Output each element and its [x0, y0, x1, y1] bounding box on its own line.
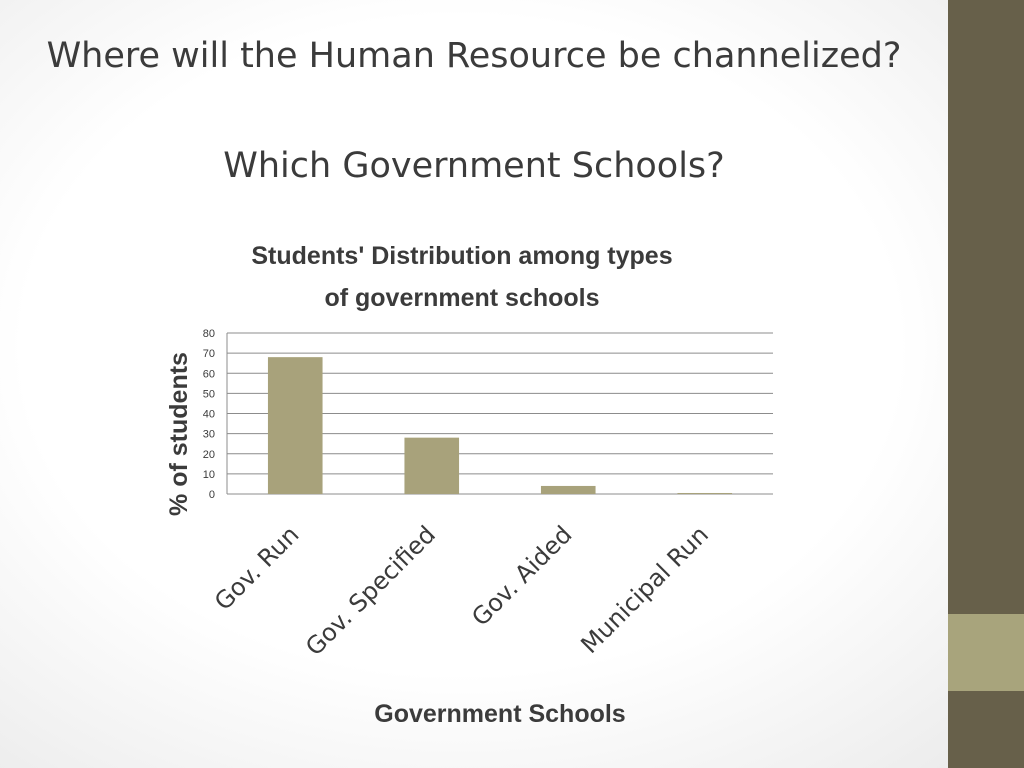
x-tick-label: Gov. Aided [466, 520, 577, 631]
y-tick-label: 0 [209, 489, 215, 501]
y-tick-labels: 0 10 20 30 40 50 60 70 80 [203, 328, 215, 501]
y-tick-label: 30 [203, 429, 215, 441]
x-tick-label: Municipal Run [575, 520, 714, 659]
y-tick-label: 80 [203, 328, 215, 340]
slide-subtitle: Which Government Schools? [223, 146, 725, 186]
bar-gov-aided [540, 485, 596, 494]
y-axis-label: % of students [165, 352, 193, 516]
x-tick-label: Gov. Run [209, 520, 304, 615]
y-tick-label: 60 [203, 368, 215, 380]
y-tick-label: 70 [203, 348, 215, 360]
chart-title-line-1: Students' Distribution among types [251, 242, 672, 270]
y-tick-label: 20 [203, 449, 215, 461]
y-tick-label: 10 [203, 469, 215, 481]
bar-gov-specified [404, 437, 460, 494]
sidebar-accent-block [948, 614, 1024, 691]
x-axis-label: Government Schools [374, 700, 625, 728]
bars [267, 357, 733, 494]
y-tick-label: 40 [203, 409, 215, 421]
bar-gov-run [267, 357, 323, 494]
bar-chart: Students' Distribution among types of go… [165, 242, 773, 728]
y-tick-label: 50 [203, 388, 215, 400]
chart-title-line-2: of government schools [324, 284, 599, 312]
x-tick-label: Gov. Specified [300, 520, 441, 661]
bar-municipal-run [677, 492, 733, 494]
slide-title: Where will the Human Resource be channel… [46, 36, 902, 76]
